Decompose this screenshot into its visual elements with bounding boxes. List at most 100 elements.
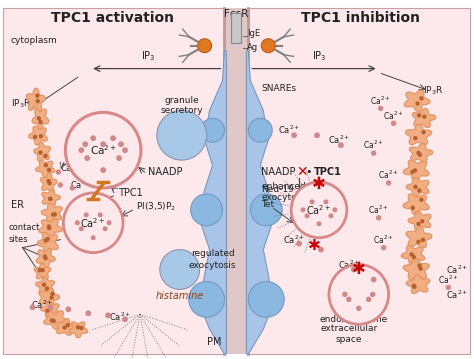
Text: Ca$^{2+}$: Ca$^{2+}$ [368, 204, 389, 216]
Circle shape [58, 183, 63, 187]
Circle shape [63, 326, 66, 329]
Circle shape [49, 197, 52, 200]
Circle shape [101, 168, 105, 172]
Text: IP$_3$: IP$_3$ [141, 49, 155, 62]
Circle shape [79, 148, 83, 152]
Circle shape [387, 181, 391, 185]
Polygon shape [406, 177, 429, 196]
Circle shape [412, 284, 415, 287]
Circle shape [65, 112, 141, 188]
Circle shape [372, 277, 376, 282]
Circle shape [333, 208, 337, 211]
Circle shape [91, 136, 95, 140]
Text: TPC1: TPC1 [118, 188, 143, 198]
Text: ✱: ✱ [308, 238, 320, 253]
Circle shape [357, 306, 361, 310]
Polygon shape [41, 173, 57, 192]
Circle shape [123, 317, 127, 321]
Circle shape [352, 267, 356, 272]
Circle shape [382, 246, 386, 250]
Text: Ca$^{2+}$: Ca$^{2+}$ [109, 311, 131, 323]
Polygon shape [403, 194, 429, 215]
Polygon shape [200, 51, 227, 354]
Polygon shape [37, 232, 58, 253]
Circle shape [417, 223, 420, 225]
Circle shape [44, 255, 46, 258]
Polygon shape [403, 160, 429, 181]
Text: Ca$^{2+}$: Ca$^{2+}$ [90, 143, 117, 157]
Circle shape [198, 39, 211, 53]
Circle shape [297, 242, 301, 246]
Text: PM: PM [207, 337, 222, 347]
Circle shape [36, 94, 39, 97]
Circle shape [38, 269, 41, 271]
Circle shape [412, 256, 415, 258]
Circle shape [49, 306, 52, 309]
Circle shape [420, 198, 423, 201]
Text: ER: ER [10, 200, 24, 210]
Circle shape [410, 253, 413, 256]
Circle shape [76, 326, 80, 329]
Polygon shape [69, 322, 88, 338]
Circle shape [47, 225, 50, 228]
Circle shape [75, 221, 79, 225]
Text: SNAREs: SNAREs [261, 84, 296, 93]
Text: Ca$^{2+}$: Ca$^{2+}$ [378, 169, 399, 181]
Polygon shape [405, 124, 432, 145]
Circle shape [372, 151, 376, 155]
Polygon shape [28, 126, 47, 145]
Circle shape [48, 182, 51, 185]
Circle shape [248, 281, 284, 317]
Circle shape [83, 142, 87, 146]
Circle shape [54, 213, 56, 216]
Text: Ned-19: Ned-19 [261, 186, 294, 195]
Circle shape [420, 97, 423, 100]
Text: Ca$^{2+}$: Ca$^{2+}$ [283, 233, 305, 246]
FancyBboxPatch shape [3, 8, 225, 354]
Circle shape [86, 311, 91, 316]
Polygon shape [406, 227, 432, 248]
Polygon shape [412, 108, 436, 127]
Text: TPC1 activation: TPC1 activation [51, 11, 173, 25]
Text: TPC1 inhibition: TPC1 inhibition [301, 11, 420, 25]
Text: regulated
exocytosis: regulated exocytosis [189, 249, 237, 270]
Circle shape [261, 39, 275, 53]
Circle shape [160, 250, 200, 289]
Circle shape [423, 115, 426, 118]
Circle shape [51, 292, 54, 295]
Circle shape [36, 99, 39, 103]
Circle shape [411, 206, 414, 209]
Polygon shape [32, 109, 49, 130]
Text: ✱: ✱ [352, 260, 366, 278]
Text: NAADP: NAADP [148, 167, 182, 177]
Circle shape [201, 118, 225, 142]
Text: Ca$^{2+}$: Ca$^{2+}$ [70, 179, 92, 191]
Circle shape [48, 227, 51, 229]
Circle shape [421, 238, 424, 241]
Circle shape [80, 227, 83, 230]
Text: contact: contact [9, 223, 40, 232]
Circle shape [64, 193, 123, 253]
Text: Ca$^{2+}$: Ca$^{2+}$ [447, 288, 469, 300]
Circle shape [80, 326, 83, 330]
Circle shape [379, 106, 383, 110]
Circle shape [343, 292, 347, 297]
Circle shape [411, 171, 414, 173]
Text: •: • [306, 167, 312, 177]
Polygon shape [44, 311, 67, 329]
Circle shape [37, 117, 40, 120]
Circle shape [367, 297, 371, 301]
Circle shape [413, 285, 416, 288]
Circle shape [413, 169, 417, 172]
Circle shape [291, 182, 347, 238]
Circle shape [56, 170, 60, 174]
Circle shape [119, 142, 123, 146]
Text: Ca$^{2+}$: Ca$^{2+}$ [328, 134, 350, 146]
FancyBboxPatch shape [225, 8, 248, 354]
Circle shape [50, 319, 53, 322]
Text: IP$_3$R: IP$_3$R [10, 97, 31, 109]
Polygon shape [41, 203, 62, 222]
Circle shape [70, 186, 74, 190]
Circle shape [191, 194, 222, 226]
Text: NAADP: NAADP [261, 167, 296, 177]
